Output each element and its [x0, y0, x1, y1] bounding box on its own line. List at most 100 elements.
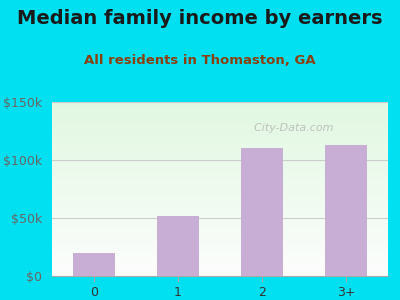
Bar: [52, 245, 388, 246]
Bar: [52, 243, 388, 245]
Bar: [52, 236, 388, 238]
Bar: [52, 194, 388, 196]
Bar: [52, 196, 388, 198]
Bar: [52, 262, 388, 264]
Bar: [52, 257, 388, 259]
Bar: [52, 201, 388, 203]
Text: All residents in Thomaston, GA: All residents in Thomaston, GA: [84, 54, 316, 67]
Bar: [52, 222, 388, 224]
Bar: [52, 123, 388, 124]
Bar: [52, 104, 388, 106]
Bar: [52, 130, 388, 132]
Bar: [52, 146, 388, 147]
Bar: [52, 137, 388, 139]
Bar: [52, 152, 388, 154]
Bar: [52, 193, 388, 194]
Bar: [52, 206, 388, 208]
Bar: [52, 234, 388, 236]
Bar: [52, 128, 388, 130]
Bar: [52, 140, 388, 142]
Bar: [52, 215, 388, 217]
Bar: [52, 274, 388, 276]
Bar: [52, 168, 388, 170]
Bar: [52, 161, 388, 163]
Bar: [52, 208, 388, 210]
Bar: [52, 260, 388, 262]
Bar: [52, 154, 388, 156]
Bar: [52, 178, 388, 180]
Bar: [52, 198, 388, 200]
Bar: [52, 151, 388, 152]
Bar: [52, 184, 388, 185]
Bar: [52, 182, 388, 184]
Bar: [52, 267, 388, 269]
Bar: [52, 102, 388, 104]
Bar: [52, 144, 388, 146]
Bar: [52, 217, 388, 219]
Bar: [52, 226, 388, 227]
Bar: [52, 156, 388, 158]
Bar: [52, 147, 388, 149]
Bar: [73, 253, 115, 276]
Bar: [52, 246, 388, 248]
Bar: [52, 271, 388, 272]
Bar: [325, 145, 367, 276]
Bar: [52, 189, 388, 191]
Bar: [52, 232, 388, 234]
Text: City-Data.com: City-Data.com: [247, 123, 333, 133]
Bar: [52, 177, 388, 178]
Bar: [52, 241, 388, 243]
Bar: [52, 187, 388, 189]
Bar: [52, 231, 388, 233]
Bar: [52, 252, 388, 254]
Bar: [52, 133, 388, 135]
Bar: [52, 229, 388, 231]
Bar: [52, 172, 388, 173]
Bar: [52, 238, 388, 239]
Bar: [52, 224, 388, 226]
Bar: [52, 158, 388, 159]
Text: Median family income by earners: Median family income by earners: [17, 9, 383, 28]
Bar: [52, 264, 388, 266]
Bar: [52, 111, 388, 112]
Bar: [52, 149, 388, 151]
Bar: [241, 148, 283, 276]
Bar: [52, 259, 388, 260]
Bar: [52, 142, 388, 144]
Bar: [52, 107, 388, 109]
Bar: [52, 121, 388, 123]
Bar: [52, 175, 388, 177]
Bar: [52, 139, 388, 140]
Bar: [52, 159, 388, 161]
Bar: [52, 116, 388, 118]
Bar: [52, 220, 388, 222]
Bar: [52, 191, 388, 193]
Bar: [52, 219, 388, 220]
Bar: [52, 200, 388, 201]
Bar: [52, 212, 388, 213]
Bar: [52, 250, 388, 252]
Bar: [52, 114, 388, 116]
Bar: [52, 173, 388, 175]
Bar: [52, 185, 388, 187]
Bar: [52, 248, 388, 250]
Bar: [52, 106, 388, 107]
Bar: [52, 254, 388, 255]
Bar: [52, 203, 388, 205]
Bar: [52, 205, 388, 206]
Bar: [52, 170, 388, 172]
Bar: [52, 109, 388, 111]
Bar: [52, 255, 388, 257]
Bar: [52, 227, 388, 229]
Bar: [52, 269, 388, 271]
Bar: [52, 126, 388, 128]
Bar: [52, 266, 388, 267]
Bar: [52, 163, 388, 165]
Bar: [52, 213, 388, 215]
Bar: [52, 118, 388, 119]
Bar: [52, 165, 388, 167]
Bar: [52, 119, 388, 121]
Bar: [52, 135, 388, 137]
Bar: [52, 124, 388, 126]
Bar: [52, 132, 388, 133]
